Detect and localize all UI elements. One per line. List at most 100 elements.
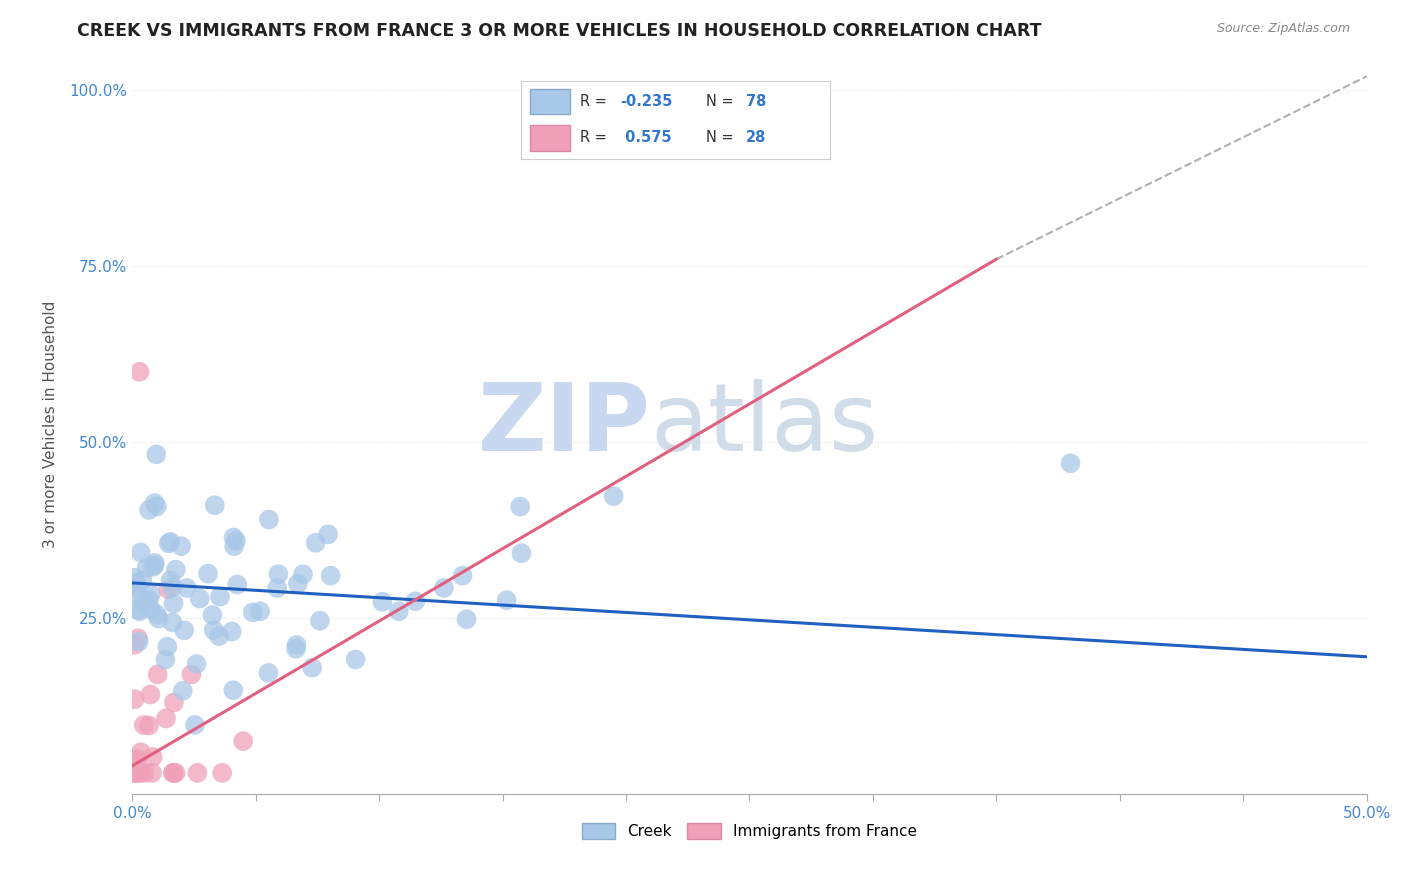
Point <box>124 692 146 706</box>
Point <box>170 539 193 553</box>
Point <box>145 447 167 461</box>
Point <box>292 567 315 582</box>
Point <box>305 535 328 549</box>
Point <box>127 603 149 617</box>
Point <box>124 754 146 768</box>
Point <box>139 688 162 702</box>
Point <box>155 652 177 666</box>
Point <box>139 602 162 616</box>
Point <box>139 587 162 601</box>
Point <box>285 641 308 656</box>
Point <box>124 638 146 652</box>
Text: CREEK VS IMMIGRANTS FROM FRANCE 3 OR MORE VEHICLES IN HOUSEHOLD CORRELATION CHAR: CREEK VS IMMIGRANTS FROM FRANCE 3 OR MOR… <box>77 22 1042 40</box>
Text: atlas: atlas <box>651 378 879 471</box>
Point <box>127 765 149 780</box>
Point <box>257 512 280 526</box>
Point <box>267 567 290 582</box>
Point <box>242 605 264 619</box>
Point <box>134 765 156 780</box>
Point <box>225 533 247 548</box>
Point <box>142 559 165 574</box>
Point <box>128 365 150 379</box>
Point <box>180 667 202 681</box>
Point <box>316 527 339 541</box>
Point <box>186 765 208 780</box>
Point <box>124 571 146 585</box>
Point <box>138 718 160 732</box>
Point <box>129 545 152 559</box>
Point <box>159 574 181 588</box>
Point <box>162 765 184 780</box>
Point <box>509 500 531 514</box>
Point <box>173 624 195 638</box>
Point <box>124 765 146 780</box>
Point <box>146 667 169 681</box>
Point <box>186 657 208 671</box>
Point <box>172 683 194 698</box>
Point <box>201 608 224 623</box>
Point <box>125 575 148 590</box>
Point <box>266 581 288 595</box>
Point <box>188 591 211 606</box>
Point <box>141 765 163 780</box>
Point <box>404 594 426 608</box>
Point <box>142 750 165 764</box>
Point <box>132 594 155 608</box>
Text: Source: ZipAtlas.com: Source: ZipAtlas.com <box>1216 22 1350 36</box>
Point <box>208 629 231 643</box>
Point <box>224 539 246 553</box>
Y-axis label: 3 or more Vehicles in Household: 3 or more Vehicles in Household <box>44 301 58 549</box>
Point <box>143 556 166 570</box>
Point <box>162 597 184 611</box>
Point <box>127 632 149 646</box>
Point <box>159 534 181 549</box>
Text: ZIP: ZIP <box>478 378 651 471</box>
Point <box>138 592 160 607</box>
Point <box>309 614 332 628</box>
Point <box>451 568 474 582</box>
Point <box>128 604 150 618</box>
Point <box>287 576 309 591</box>
Point <box>184 718 207 732</box>
Point <box>433 581 456 595</box>
Point <box>603 489 626 503</box>
Point <box>257 665 280 680</box>
Point <box>249 604 271 618</box>
Point <box>226 577 249 591</box>
Point <box>319 568 342 582</box>
Point <box>163 696 186 710</box>
Point <box>176 581 198 595</box>
Point <box>495 593 517 607</box>
Point <box>165 563 187 577</box>
Point <box>145 607 167 622</box>
Point <box>211 765 233 780</box>
Legend: Creek, Immigrants from France: Creek, Immigrants from France <box>575 817 924 846</box>
Point <box>197 566 219 581</box>
Point <box>138 503 160 517</box>
Point <box>204 498 226 512</box>
Point <box>456 612 478 626</box>
Point <box>1059 456 1081 470</box>
Point <box>162 615 184 630</box>
Point <box>510 546 533 560</box>
Point <box>128 634 150 648</box>
Point <box>127 586 149 600</box>
Point <box>132 718 155 732</box>
Point <box>165 765 187 780</box>
Point <box>157 536 180 550</box>
Point <box>344 652 367 666</box>
Point <box>156 640 179 654</box>
Point <box>135 561 157 575</box>
Point <box>301 661 323 675</box>
Point <box>222 683 245 698</box>
Point <box>222 531 245 545</box>
Point <box>371 595 394 609</box>
Point <box>125 752 148 766</box>
Point <box>157 582 180 597</box>
Point <box>129 745 152 759</box>
Point <box>202 623 225 637</box>
Point <box>129 765 152 780</box>
Point <box>124 765 146 780</box>
Point <box>124 580 146 594</box>
Point <box>208 590 231 604</box>
